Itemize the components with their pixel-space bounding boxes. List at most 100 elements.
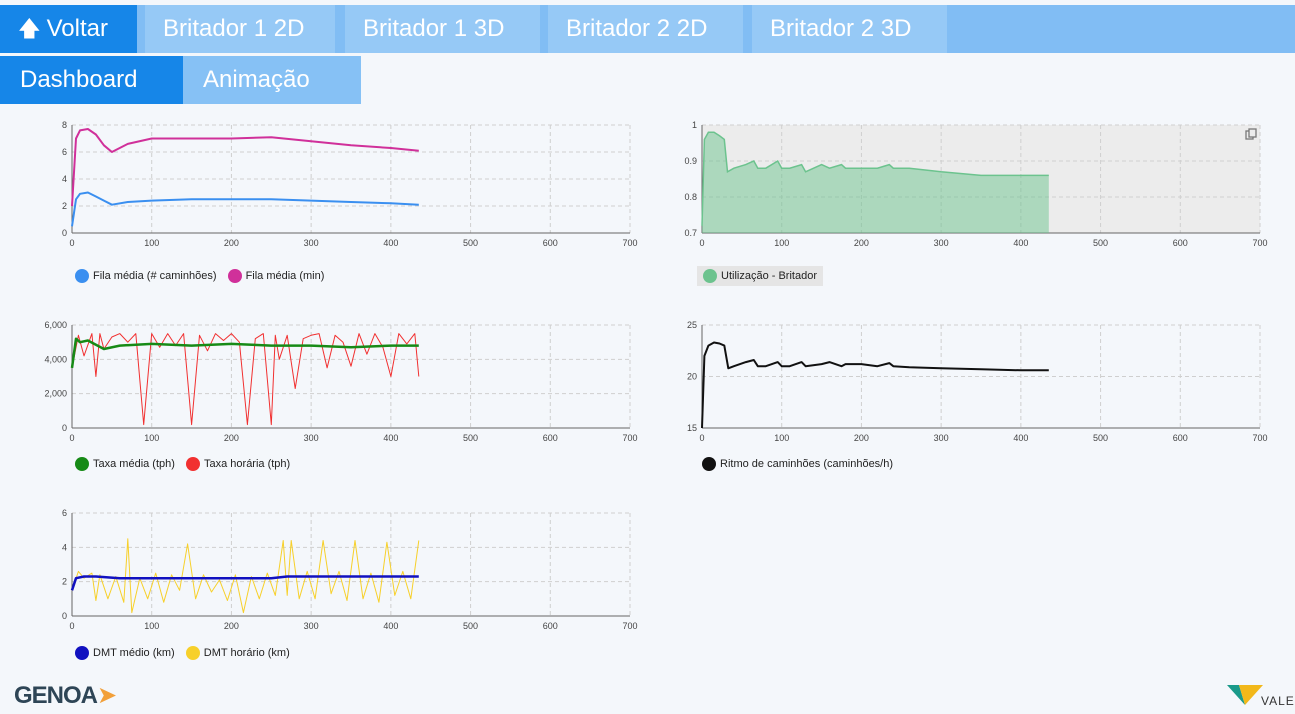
legend-dot: [75, 646, 89, 660]
x-tick-label: 300: [934, 433, 949, 443]
series-line: [70, 337, 419, 369]
x-tick-label: 700: [1252, 238, 1267, 248]
legend-label: Taxa média (tph): [93, 458, 175, 470]
x-tick-label: 100: [774, 433, 789, 443]
x-tick-label: 100: [144, 621, 159, 631]
x-tick-label: 700: [622, 621, 637, 631]
x-tick-label: 500: [463, 621, 478, 631]
util-legend: Utilização - Britador: [697, 266, 823, 286]
x-tick-label: 600: [543, 433, 558, 443]
y-tick-label: 0: [62, 611, 67, 621]
y-tick-label: 6: [62, 508, 67, 518]
legend-item-taxa-media[interactable]: Taxa média (tph): [75, 457, 175, 471]
vale-logo: VALE: [1225, 679, 1295, 709]
series-line: [71, 333, 420, 426]
x-tick-label: 600: [1173, 433, 1188, 443]
x-tick-label: 500: [463, 433, 478, 443]
tab-label: Britador 1 3D: [363, 15, 505, 42]
tab-label: Dashboard: [20, 66, 138, 93]
legend-dot: [75, 457, 89, 471]
y-tick-label: 6,000: [44, 320, 67, 330]
x-tick-label: 400: [1013, 238, 1028, 248]
tab-label: Britador 2 2D: [566, 15, 708, 42]
series-area: [702, 132, 1049, 233]
back-label: Voltar: [46, 15, 108, 42]
x-tick-label: 200: [854, 238, 869, 248]
x-tick-label: 0: [69, 621, 74, 631]
legend-dot: [227, 269, 242, 283]
y-tick-label: 25: [687, 320, 697, 330]
y-tick-label: 15: [687, 423, 697, 433]
tab-animation[interactable]: Animação: [183, 56, 361, 104]
x-tick-label: 200: [224, 433, 239, 443]
x-tick-label: 200: [854, 433, 869, 443]
y-tick-label: 6: [62, 147, 67, 157]
tab-britador-1-3d[interactable]: Britador 1 3D: [345, 5, 540, 53]
legend-label: DMT horário (km): [203, 647, 290, 659]
legend-dot: [702, 457, 716, 471]
legend-label: Ritmo de caminhões (caminhões/h): [720, 458, 894, 470]
genoa-logo-text: GENOA: [14, 682, 98, 709]
x-tick-label: 600: [543, 238, 558, 248]
utilization-chart: 0 100 200 300 400 500 600 700 0.7 0.8 0.9 1: [684, 120, 1267, 248]
legend-item-dmt-medio[interactable]: DMT médio (km): [75, 646, 175, 660]
vale-v-icon: [1227, 685, 1263, 705]
x-tick-label: 700: [622, 238, 637, 248]
x-tick-label: 600: [543, 621, 558, 631]
legend-item-ritmo[interactable]: Ritmo de caminhões (caminhões/h): [702, 457, 893, 471]
back-button[interactable]: 🡅 Voltar: [0, 5, 137, 53]
x-tick-label: 700: [1252, 433, 1267, 443]
genoa-logo: GENOA➤: [14, 681, 117, 710]
legend-label: Fila média (# caminhões): [93, 270, 217, 282]
x-tick-label: 500: [463, 238, 478, 248]
tab-label: Britador 1 2D: [163, 15, 305, 42]
taxa-chart: 0 100 200 300 400 500 600 700 0 2,000 4,000 6,000: [44, 320, 637, 443]
x-tick-label: 0: [69, 433, 74, 443]
series-line: [701, 131, 1049, 226]
legend-item-util[interactable]: Utilização - Britador: [703, 269, 817, 283]
genoa-arrow-icon: ➤: [97, 682, 117, 709]
x-tick-label: 0: [699, 433, 704, 443]
y-tick-label: 2: [62, 577, 67, 587]
dmt-chart: 0 100 200 300 400 500 600 700 0 2 4 6: [62, 508, 638, 631]
legend-label: Utilização - Britador: [721, 270, 817, 282]
x-tick-label: 200: [224, 238, 239, 248]
series-line: [71, 128, 419, 207]
legend-item-dmt-horario[interactable]: DMT horário (km): [185, 646, 290, 660]
x-tick-label: 0: [699, 238, 704, 248]
legend-item-fila-count[interactable]: Fila média (# caminhões): [75, 269, 217, 283]
x-tick-label: 400: [1013, 433, 1028, 443]
y-tick-label: 8: [62, 120, 67, 130]
x-tick-label: 300: [934, 238, 949, 248]
tab-dashboard[interactable]: Dashboard: [0, 56, 183, 104]
fila-chart: 0 100 200 300 400 500 600 700 0 2 4 6 8: [62, 120, 638, 248]
series-line: [71, 538, 420, 614]
legend-dot: [185, 646, 200, 660]
tab-britador-1-2d[interactable]: Britador 1 2D: [145, 5, 335, 53]
up-arrow-icon: 🡅: [18, 16, 41, 41]
copy-icon[interactable]: [1245, 128, 1257, 140]
y-tick-label: 2,000: [44, 389, 67, 399]
legend-dot: [186, 457, 200, 471]
x-tick-label: 300: [304, 621, 319, 631]
tab-britador-2-3d[interactable]: Britador 2 3D: [752, 5, 947, 53]
series-line: [71, 191, 419, 227]
x-tick-label: 700: [622, 433, 637, 443]
tab-label: Britador 2 3D: [770, 15, 912, 42]
y-tick-label: 4: [62, 174, 67, 184]
y-tick-label: 4,000: [44, 354, 67, 364]
legend-item-fila-min[interactable]: Fila média (min): [227, 269, 324, 283]
x-tick-label: 300: [304, 238, 319, 248]
tab-britador-2-2d[interactable]: Britador 2 2D: [548, 5, 743, 53]
y-tick-label: 0.7: [684, 228, 697, 238]
ritmo-legend: Ritmo de caminhões (caminhões/h): [702, 457, 901, 471]
x-tick-label: 600: [1173, 238, 1188, 248]
tab-label: Animação: [203, 66, 310, 93]
legend-item-taxa-horaria[interactable]: Taxa horária (tph): [186, 457, 290, 471]
fila-legend: Fila média (# caminhões) Fila média (min…: [75, 269, 332, 283]
x-tick-label: 0: [69, 238, 74, 248]
y-tick-label: 2: [62, 201, 67, 211]
legend-dot: [75, 269, 89, 283]
y-tick-label: 1: [692, 120, 697, 130]
taxa-legend: Taxa média (tph) Taxa horária (tph): [75, 457, 298, 471]
